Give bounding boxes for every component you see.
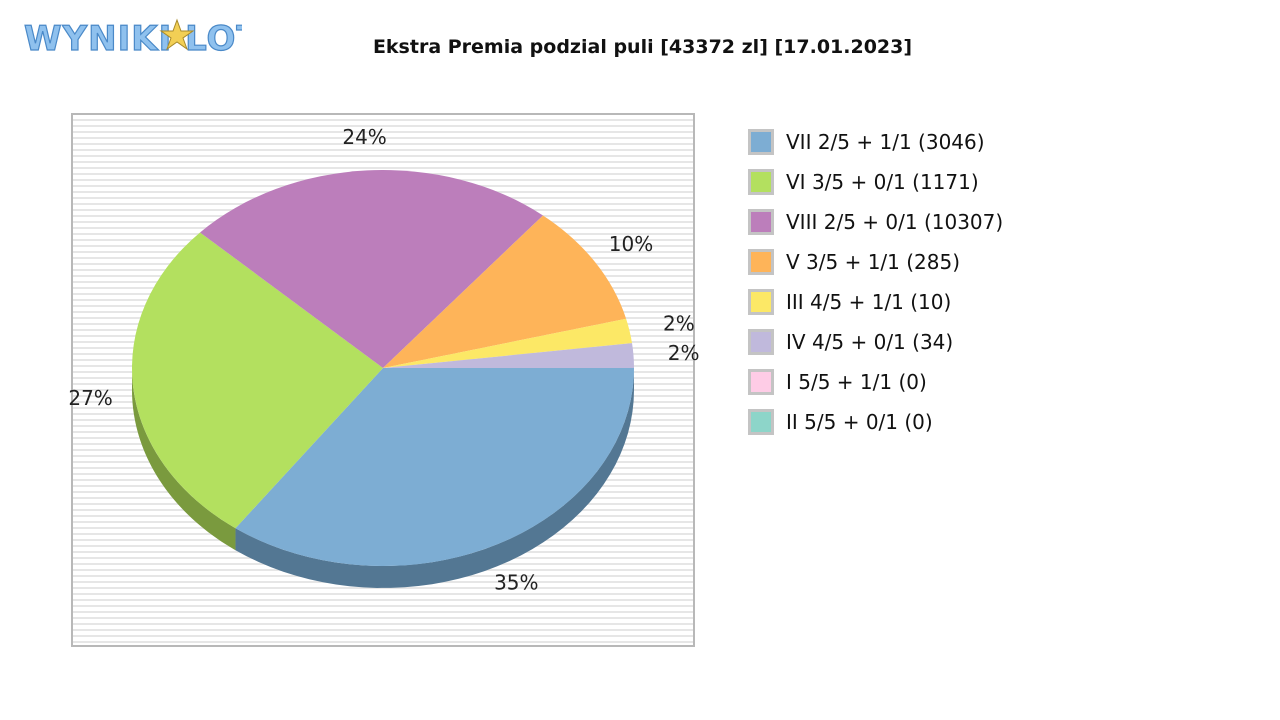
pie-side-0 [235,368,634,588]
legend-item: VII 2/5 + 1/1 (3046) [748,122,1003,162]
pie-label-3: 10% [609,232,653,256]
legend-item: VIII 2/5 + 0/1 (10307) [748,202,1003,242]
legend-item: V 3/5 + 1/1 (285) [748,242,1003,282]
legend-item: II 5/5 + 0/1 (0) [748,402,1003,442]
legend-swatch [748,209,774,235]
legend-label: VI 3/5 + 0/1 (1171) [786,170,979,194]
pie-slices [131,170,634,567]
pie-slice-2 [200,170,543,368]
legend-label: II 5/5 + 0/1 (0) [786,410,933,434]
legend-swatch [748,409,774,435]
pie-label-2: 24% [342,125,386,149]
pie-label-5: 2% [668,341,700,365]
legend-item: III 4/5 + 1/1 (10) [748,282,1003,322]
pie-slice-3 [383,215,627,368]
legend-item: I 5/5 + 1/1 (0) [748,362,1003,402]
legend-swatch [748,249,774,275]
legend-swatch [748,169,774,195]
pie-side-1 [132,368,236,551]
logo-star-icon [159,18,195,51]
legend-label: V 3/5 + 1/1 (285) [786,250,961,274]
chart-title: Ekstra Premia podzial puli [43372 zl] [1… [372,36,913,58]
legend-item: VI 3/5 + 0/1 (1171) [748,162,1003,202]
pie-label-0: 35% [494,570,538,594]
logo-text: WYNIKI LOTTO [24,19,242,58]
legend-swatch [748,129,774,155]
legend-label: III 4/5 + 1/1 (10) [786,290,952,314]
pie-slice-1 [131,232,383,529]
legend-label: VIII 2/5 + 0/1 (10307) [786,210,1004,234]
legend-swatch [748,329,774,355]
pie-labels: 35% 27% 24% 10% 2% 2% [68,125,699,595]
pie-sides [132,368,634,588]
pie-slice-5 [383,343,634,368]
pie-slice-0 [235,368,634,567]
legend: VII 2/5 + 1/1 (3046) VI 3/5 + 0/1 (1171) V… [748,122,1003,442]
legend-label: VII 2/5 + 1/1 (3046) [786,130,985,154]
wyniki-lotto-logo: WYNIKI LOTTO [23,18,242,58]
pie-slice-4 [383,318,633,368]
legend-item: IV 4/5 + 0/1 (34) [748,322,1003,362]
legend-label: IV 4/5 + 0/1 (34) [786,330,954,354]
legend-swatch [748,289,774,315]
legend-label: I 5/5 + 1/1 (0) [786,370,927,394]
pie-label-1: 27% [68,386,112,410]
legend-swatch [748,369,774,395]
pie-label-4: 2% [663,312,695,336]
